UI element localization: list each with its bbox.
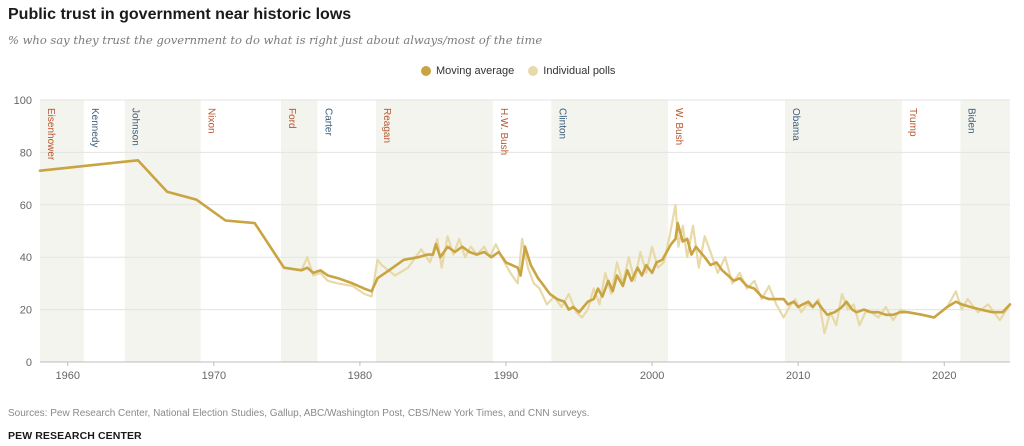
individual-polls-line (38, 159, 1012, 335)
presidency-band-reagan (375, 100, 493, 362)
y-tick-label-80: 80 (20, 147, 32, 159)
presidency-band-johnson (124, 100, 201, 362)
legend-item-moving-average: Moving average (421, 65, 514, 77)
president-label-clinton: Clinton (556, 108, 567, 139)
president-label-nixon: Nixon (206, 108, 217, 134)
y-tick-label-100: 100 (14, 95, 32, 107)
y-tick-label-0: 0 (26, 357, 32, 369)
chart-title: Public trust in government near historic… (8, 6, 352, 23)
president-label-kennedy: Kennedy (89, 108, 100, 147)
president-label-carter: Carter (323, 108, 334, 136)
president-label-h-w-bush: H.W. Bush (498, 108, 509, 155)
president-label-eisenhower: Eisenhower (45, 108, 56, 161)
presidency-band-eisenhower (40, 100, 84, 362)
president-label-johnson: Johnson (130, 108, 141, 146)
president-label-ford: Ford (286, 108, 297, 129)
y-tick-label-40: 40 (20, 252, 32, 264)
presidency-band-obama (785, 100, 902, 362)
president-label-w-bush: W. Bush (673, 108, 684, 145)
chart-subtitle: % who say they trust the government to d… (8, 33, 543, 47)
legend: Moving average Individual polls (421, 65, 629, 77)
x-tick-label-2010: 2010 (786, 370, 810, 382)
source-note: Sources: Pew Research Center, National E… (8, 408, 590, 419)
legend-dot-moving-average (421, 66, 431, 76)
x-tick-label-2020: 2020 (932, 370, 956, 382)
president-label-obama: Obama (790, 108, 801, 141)
legend-label-individual-polls: Individual polls (543, 65, 616, 77)
moving-average-line (38, 159, 1012, 319)
legend-item-individual-polls: Individual polls (528, 65, 615, 77)
president-label-biden: Biden (965, 108, 976, 134)
legend-label-moving-average: Moving average (436, 65, 515, 77)
y-tick-label-60: 60 (20, 200, 32, 212)
presidency-band-clinton (551, 100, 669, 362)
legend-dot-individual-polls (528, 66, 539, 76)
presidency-band-ford (281, 100, 318, 362)
brand-logo-text: PEW RESEARCH CENTER (8, 430, 142, 442)
presidency-band-biden (960, 100, 1010, 362)
x-tick-label-1980: 1980 (348, 370, 372, 382)
president-label-reagan: Reagan (381, 108, 392, 143)
president-label-trump: Trump (907, 108, 918, 137)
trust-line-chart: 0 20 40 60 80 100 1960 1970 1980 1990 2000 2010 2020… (14, 95, 1012, 382)
x-tick-label-1960: 1960 (56, 370, 80, 382)
y-tick-label-20: 20 (20, 305, 32, 317)
x-tick-label-2000: 2000 (640, 370, 664, 382)
x-tick-label-1970: 1970 (202, 370, 226, 382)
x-tick-label-1990: 1990 (494, 370, 518, 382)
